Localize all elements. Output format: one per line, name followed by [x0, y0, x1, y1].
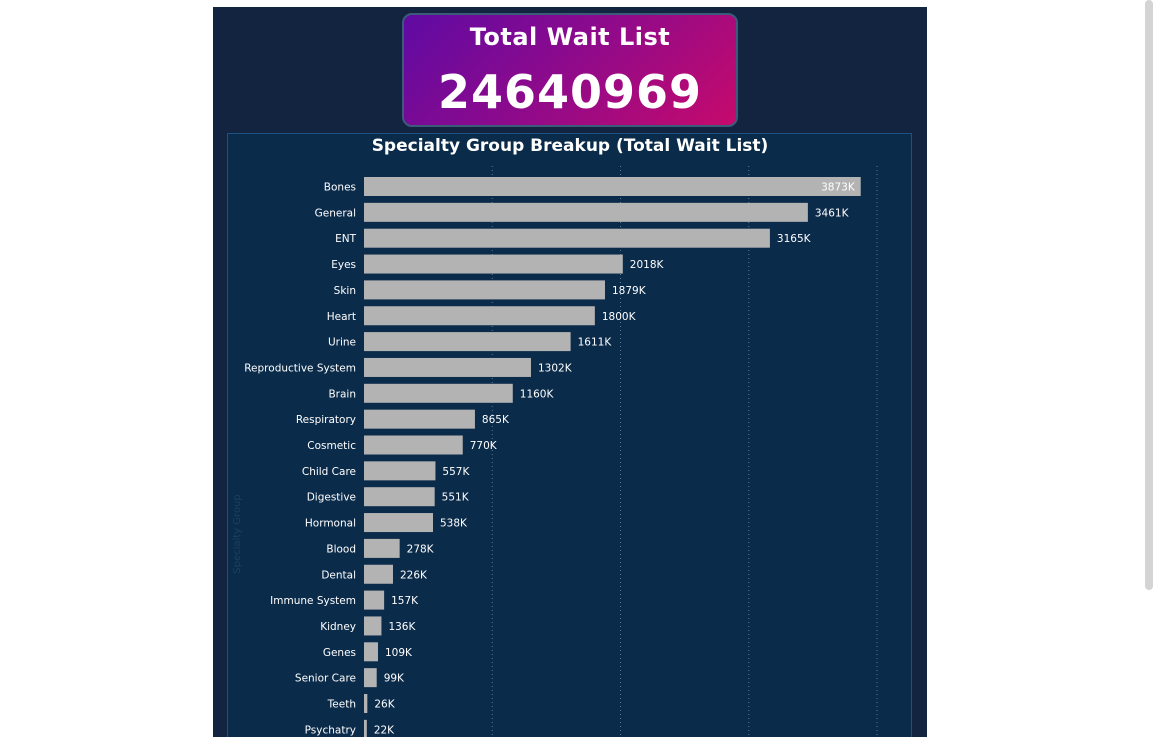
category-label: Genes [323, 647, 356, 659]
bar[interactable] [364, 513, 433, 533]
page-scrollbar[interactable] [1145, 0, 1153, 590]
value-label: 1879K [612, 285, 647, 297]
value-label: 3873K [821, 182, 856, 194]
category-label: Urine [328, 337, 356, 349]
bar[interactable] [364, 461, 436, 481]
value-label: 2018K [630, 259, 665, 271]
category-label: Dental [321, 569, 356, 581]
category-label: General [315, 207, 356, 219]
bar[interactable] [364, 616, 382, 636]
category-label: Respiratory [296, 414, 356, 426]
value-label: 22K [374, 724, 395, 736]
value-label: 109K [385, 647, 413, 659]
category-label: Immune System [270, 595, 356, 607]
total-wait-list-card[interactable]: Total Wait List 24640969 [402, 13, 738, 127]
value-label: 3165K [777, 233, 812, 245]
value-label: 1800K [602, 311, 637, 323]
bars-layer: Bones 3873K General 3461K ENT 3165K Eyes 2018K S… [244, 177, 861, 737]
category-label: Psychatry [305, 724, 356, 736]
category-label: Teeth [327, 699, 356, 711]
specialty-chart-panel[interactable]: Specialty Group Breakup (Total Wait List… [227, 133, 912, 737]
category-label: Senior Care [295, 673, 356, 685]
category-label: Skin [334, 285, 356, 297]
bar[interactable] [364, 228, 770, 248]
bar[interactable] [364, 590, 385, 610]
value-label: 1302K [538, 362, 573, 374]
value-label: 278K [407, 543, 435, 555]
value-label: 1160K [520, 388, 555, 400]
category-label: Child Care [302, 466, 356, 478]
value-label: 1611K [578, 337, 613, 349]
category-label: ENT [335, 233, 356, 245]
value-label: 865K [482, 414, 510, 426]
value-label: 770K [470, 440, 498, 452]
category-label: Hormonal [305, 518, 356, 530]
bar[interactable] [364, 254, 623, 274]
category-label: Kidney [320, 621, 356, 633]
bar[interactable] [364, 564, 393, 584]
category-label: Bones [324, 182, 356, 194]
bar[interactable] [364, 306, 595, 326]
value-label: 136K [388, 621, 416, 633]
bar[interactable] [364, 668, 377, 688]
grid-layer [491, 166, 878, 737]
bar[interactable] [364, 177, 861, 196]
bar[interactable] [364, 383, 513, 403]
value-label: 538K [440, 518, 468, 530]
value-label: 3461K [815, 207, 850, 219]
bar[interactable] [364, 409, 475, 429]
value-label: 26K [374, 699, 395, 711]
bar[interactable] [364, 642, 378, 662]
chart-title: Specialty Group Breakup (Total Wait List… [372, 136, 769, 156]
bar[interactable] [364, 694, 368, 713]
category-label: Brain [328, 388, 356, 400]
bar[interactable] [364, 280, 605, 300]
bar[interactable] [364, 719, 367, 737]
category-label: Reproductive System [244, 362, 356, 374]
category-label: Blood [326, 543, 356, 555]
y-axis-title: Specialty Group [232, 494, 243, 574]
value-label: 226K [400, 569, 428, 581]
category-label: Digestive [307, 492, 356, 504]
bar[interactable] [364, 487, 435, 507]
bar[interactable] [364, 332, 571, 352]
bar[interactable] [364, 202, 808, 222]
kpi-value: 24640969 [437, 65, 703, 119]
report-page: Total Wait List 24640969 Specialty Group… [213, 7, 927, 737]
kpi-title: Total Wait List [469, 23, 671, 51]
bar[interactable] [364, 357, 531, 377]
category-label: Heart [327, 311, 356, 323]
specialty-bar-chart[interactable]: Specialty Group Breakup (Total Wait List… [228, 134, 913, 737]
category-label: Eyes [331, 259, 356, 271]
category-label: Cosmetic [307, 440, 356, 452]
value-label: 157K [391, 595, 419, 607]
value-label: 99K [384, 673, 405, 685]
value-label: 551K [442, 492, 470, 504]
bar[interactable] [364, 538, 400, 558]
value-label: 557K [442, 466, 470, 478]
bar[interactable] [364, 435, 463, 455]
